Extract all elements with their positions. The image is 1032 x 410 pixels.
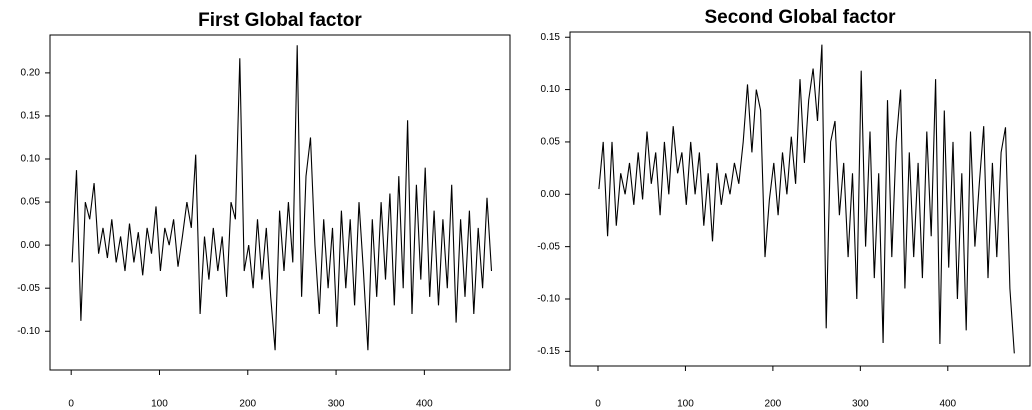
chart-title: First Global factor bbox=[198, 10, 362, 31]
plot-frame bbox=[569, 31, 1031, 367]
x-tick-label: 100 bbox=[677, 399, 694, 410]
y-tick-label: 0.10 bbox=[21, 154, 41, 165]
y-tick-label: -0.05 bbox=[17, 283, 40, 294]
y-tick-label: 0.00 bbox=[541, 189, 561, 200]
data-line bbox=[598, 44, 1015, 354]
y-tick-label: 0.15 bbox=[21, 111, 41, 122]
x-tick-label: 300 bbox=[328, 399, 345, 410]
x-tick-label: 400 bbox=[416, 399, 433, 410]
x-tick-label: 400 bbox=[939, 399, 956, 410]
y-tick-label: 0.05 bbox=[21, 197, 41, 208]
y-tick-label: 0.10 bbox=[541, 84, 561, 95]
y-tick-label: -0.10 bbox=[17, 326, 40, 337]
x-tick-label: 300 bbox=[852, 399, 869, 410]
y-tick-label: -0.05 bbox=[537, 241, 560, 252]
x-tick-label: 100 bbox=[151, 399, 168, 410]
y-tick-label: 0.15 bbox=[541, 32, 561, 43]
data-line bbox=[71, 45, 493, 351]
y-tick-label: -0.15 bbox=[537, 346, 560, 357]
x-tick-label: 0 bbox=[68, 399, 74, 410]
y-tick-label: 0.05 bbox=[541, 137, 561, 148]
y-tick-label: 0.20 bbox=[21, 68, 41, 79]
y-tick-label: -0.10 bbox=[537, 294, 560, 305]
x-tick-label: 200 bbox=[765, 399, 782, 410]
x-tick-label: 200 bbox=[239, 399, 256, 410]
y-tick-label: 0.00 bbox=[21, 240, 41, 251]
chart-title: Second Global factor bbox=[704, 7, 896, 28]
x-tick-label: 0 bbox=[595, 399, 601, 410]
plot-frame bbox=[49, 34, 511, 371]
